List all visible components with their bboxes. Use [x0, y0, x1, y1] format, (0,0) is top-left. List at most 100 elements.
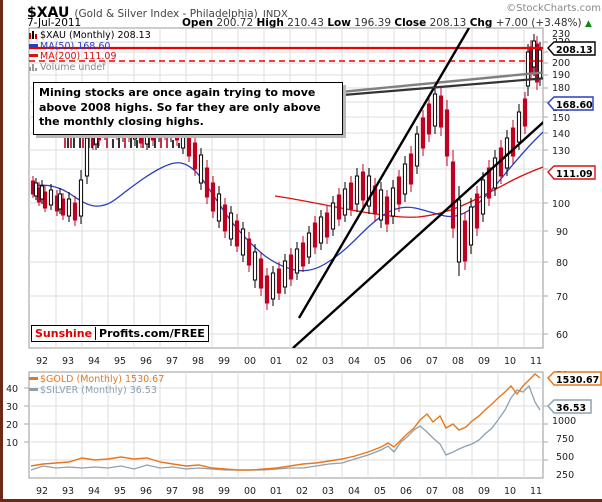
silver-ytick-10: 10 [6, 438, 18, 449]
stockcharts-watermark: ©StockCharts.com [506, 3, 601, 14]
gold-ytick-1000: 1000 [552, 416, 576, 427]
chart-header: $XAU (Gold & Silver Index - Philadelphia… [27, 2, 601, 30]
svg-text:06: 06 [400, 486, 412, 497]
price-tag-silver: 36.53 [546, 399, 592, 414]
rising-channel-lower-trendline [292, 120, 543, 348]
legend-item-gold: $GOLD (Monthly) 1530.67 [29, 374, 165, 386]
legend-label-gold: $GOLD (Monthly) 1530.67 [40, 374, 165, 385]
svg-text:05: 05 [374, 356, 386, 367]
line-swatch-icon-silver [29, 387, 38, 391]
svg-text:00: 00 [244, 486, 256, 497]
quote-date: 7-Jul-2011 [27, 17, 82, 29]
open-value: 200.72 [216, 17, 254, 29]
svg-text:97: 97 [166, 486, 178, 497]
candlestick-icon [29, 31, 38, 39]
svg-text:04: 04 [348, 486, 360, 497]
low-value: 196.39 [354, 17, 392, 29]
svg-text:07: 07 [426, 356, 438, 367]
ytick-130: 130 [552, 146, 570, 157]
svg-text:06: 06 [400, 356, 412, 367]
stockcharts-label: StockCharts.com [516, 3, 601, 14]
svg-text:36.53: 36.53 [556, 403, 586, 414]
svg-text:93: 93 [62, 356, 74, 367]
close-label: Close [394, 17, 427, 29]
price-tag-ma200: 111.09 [547, 165, 596, 180]
legend-item-xau: $XAU (Monthly) 208.13 [29, 30, 151, 42]
change-value: +7.00 (+3.48%) [495, 17, 582, 29]
svg-text:10: 10 [504, 356, 516, 367]
main-panel-grid [28, 27, 544, 349]
svg-text:02: 02 [296, 356, 308, 367]
copyright-icon: © [506, 3, 517, 14]
legend-item-volume: Volume undef [29, 62, 151, 74]
open-label: Open [182, 17, 214, 29]
svg-text:96: 96 [140, 486, 152, 497]
svg-text:08: 08 [452, 356, 464, 367]
svg-text:00: 00 [244, 356, 256, 367]
svg-text:01: 01 [270, 356, 282, 367]
ytick-60: 60 [556, 330, 568, 341]
annotation-line-1: Mining stocks are once again trying to m… [39, 86, 316, 99]
gold-ytick-750: 750 [556, 434, 574, 445]
chart-canvas: 230 220 200 190 180 160 150 140 130 120 … [6, 27, 602, 497]
ytick-100: 100 [552, 199, 570, 210]
svg-text:10: 10 [504, 486, 516, 497]
annotation-leader-line [330, 77, 543, 98]
change-label: Chg [469, 17, 493, 29]
gold-ytick-250: 250 [556, 470, 574, 481]
svg-text:03: 03 [322, 356, 334, 367]
gold-line [30, 373, 541, 471]
svg-text:94: 94 [88, 486, 100, 497]
legend-label-xau: $XAU (Monthly) 208.13 [40, 30, 151, 41]
sub-right-axis-gold: 1000 750 500 250 [543, 405, 576, 481]
svg-text:99: 99 [218, 356, 230, 367]
svg-text:96: 96 [140, 356, 152, 367]
watermark-brand: Sunshine [35, 327, 93, 340]
svg-text:03: 03 [322, 486, 334, 497]
ytick-80: 80 [556, 258, 568, 269]
svg-text:93: 93 [62, 486, 74, 497]
svg-text:99: 99 [218, 486, 230, 497]
high-label: High [256, 17, 284, 29]
ytick-140: 140 [552, 129, 570, 140]
main-chart-legend: $XAU (Monthly) 208.13 MA(50) 168.60 MA(2… [29, 30, 151, 74]
symbol-description: (Gold & Silver Index - Philadelphia) [74, 8, 258, 20]
line-swatch-icon-ma50 [29, 43, 38, 47]
silver-ytick-40: 40 [6, 384, 18, 395]
sub-panel-grid [28, 371, 544, 479]
volume-bars-icon [29, 63, 38, 71]
svg-text:95: 95 [114, 486, 126, 497]
ytick-150: 150 [552, 113, 570, 124]
svg-text:04: 04 [348, 356, 360, 367]
sunshine-profits-watermark[interactable]: Sunshine Profits.com/FREE [31, 325, 209, 342]
exchange-label: INDX [262, 9, 288, 20]
annotation-line-2: above 2008 highs. So far they are only a… [39, 100, 321, 114]
svg-text:11: 11 [530, 486, 542, 497]
quote-line: Open 200.72 High 210.43 Low 196.39 Close… [182, 17, 592, 29]
legend-item-ma50: MA(50) 168.60 [29, 40, 151, 53]
price-tag-gold: 1530.67 [546, 371, 602, 386]
annotation-textbox: Mining stocks are once again trying to m… [33, 82, 343, 135]
sub-left-axis-silver: 40 30 20 10 [6, 384, 29, 449]
svg-text:01: 01 [270, 486, 282, 497]
svg-text:05: 05 [374, 486, 386, 497]
sub-chart-legend: $GOLD (Monthly) 1530.67 $SILVER (Monthly… [29, 374, 165, 396]
legend-label-ma200: MA(200) 111.09 [40, 51, 117, 62]
svg-text:111.09: 111.09 [556, 169, 593, 180]
high-value: 210.43 [287, 17, 324, 29]
legend-label-ma50: MA(50) 168.60 [40, 40, 111, 52]
svg-text:11: 11 [530, 356, 542, 367]
legend-item-ma200: MA(200) 111.09 [29, 51, 151, 63]
svg-text:02: 02 [296, 486, 308, 497]
svg-text:168.60: 168.60 [556, 100, 593, 111]
svg-text:08: 08 [452, 486, 464, 497]
svg-text:98: 98 [192, 356, 204, 367]
svg-text:95: 95 [114, 356, 126, 367]
up-triangle-icon: ▲ [584, 19, 592, 29]
main-x-axis: 92 93 94 95 96 97 98 99 00 01 02 03 04 05 06 07 … [36, 356, 542, 367]
ytick-90: 90 [556, 227, 568, 238]
svg-text:92: 92 [36, 356, 48, 367]
svg-text:09: 09 [478, 486, 490, 497]
rising-channel-upper-trendline [297, 28, 471, 319]
